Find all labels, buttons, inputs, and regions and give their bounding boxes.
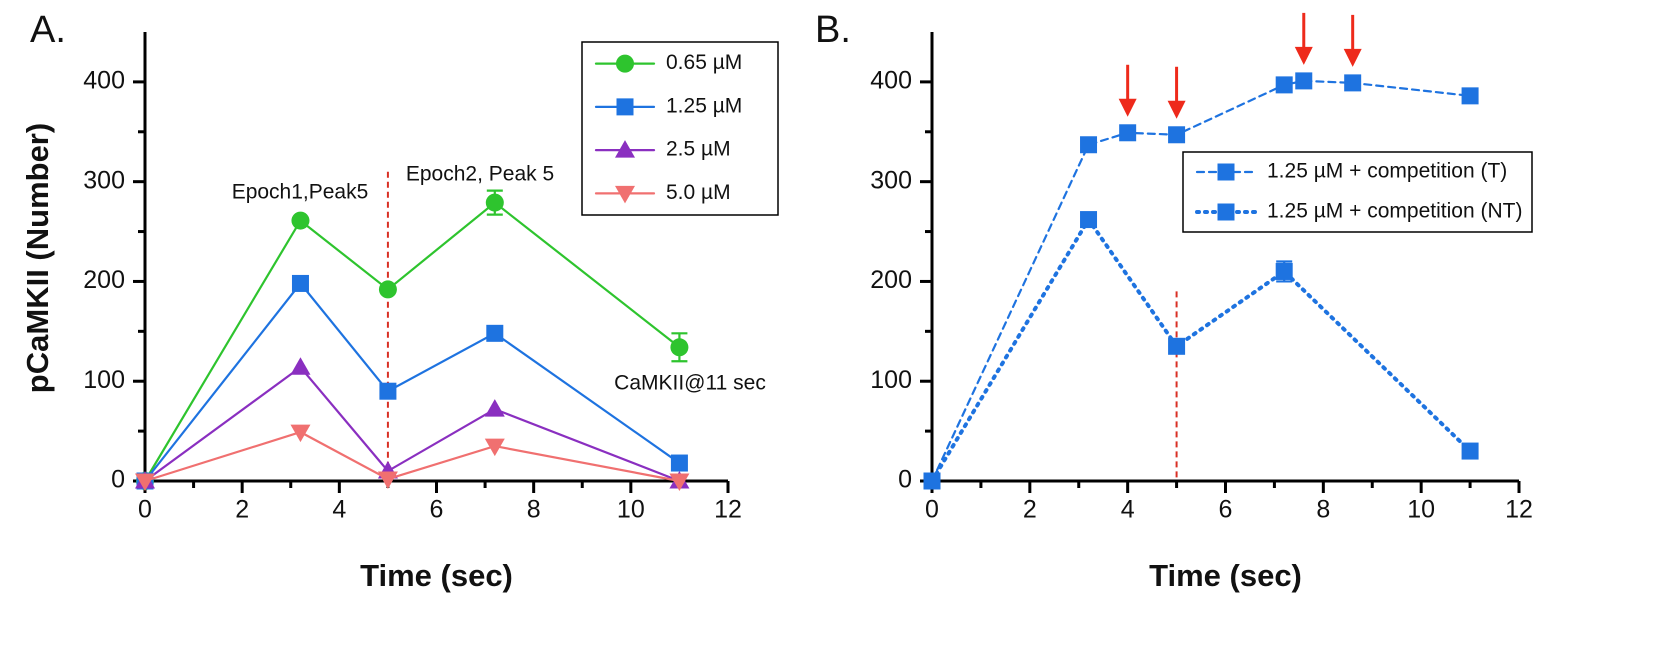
y-tick-label: 400 [870,66,912,94]
y-tick-label: 400 [83,66,125,94]
marker [616,54,634,73]
annotation: Epoch2, Peak 5 [406,163,554,186]
marker [1344,74,1362,92]
marker [615,185,635,204]
x-tick-label: 0 [925,496,939,524]
legend-box [1182,151,1533,233]
marker [1217,203,1235,221]
marker [1461,442,1479,460]
arrow [1343,14,1362,67]
series-line [143,201,681,483]
x-tick-label: 12 [1505,496,1533,524]
x-tick-label: 10 [1407,496,1435,524]
y-tick-label: 300 [870,166,912,194]
arrow-head [1167,100,1186,119]
marker [291,274,309,292]
marker [1080,211,1098,229]
y-tick-label: 200 [870,266,912,294]
legend-label: 0.65 µM [666,51,742,74]
y-tick-label: 0 [898,466,912,494]
annotation: CaMKII@11 sec [614,372,766,395]
legend-label: 1.25 µM [666,94,742,117]
arrow [1167,66,1186,119]
y-tick-label: 0 [111,466,125,494]
annotation: Epoch1,Peak5 [232,181,369,204]
marker [484,438,505,457]
legend-box [581,41,779,216]
x-tick-label: 6 [1219,496,1233,524]
arrow [1118,64,1137,117]
x-tick-label: 6 [430,496,444,524]
marker [1295,72,1313,90]
y-tick-label: 200 [83,266,125,294]
marker [290,424,311,443]
marker [290,357,311,375]
marker [1275,76,1293,94]
marker [923,472,941,490]
marker [1119,124,1137,142]
legend-label: 1.25 µM + competition (NT) [1267,200,1522,223]
x-tick-label: 0 [138,496,152,524]
marker [1168,337,1186,355]
x-tick-label: 2 [1023,496,1037,524]
marker [670,338,689,357]
y-tick-label: 300 [83,166,125,194]
marker [1168,126,1186,144]
legend-label: 2.5 µM [666,138,731,161]
x-tick-label: 8 [1316,496,1330,524]
x-tick-label: 12 [714,496,742,524]
marker [484,399,505,417]
panel-title: A. [30,9,66,51]
arrow [1294,12,1313,65]
x-tick-label: 4 [332,496,346,524]
y-tick-label: 100 [83,366,125,394]
series-line [930,79,1472,483]
marker [378,280,397,299]
marker [1080,136,1098,154]
panel-title: B. [815,9,851,51]
marker [670,454,688,472]
marker [291,211,310,230]
arrow-head [1118,98,1137,117]
marker [1275,262,1293,280]
series-line [143,365,681,483]
x-axis-label: Time (sec) [360,558,513,593]
x-tick-label: 8 [527,496,541,524]
marker [379,382,397,400]
marker [1217,163,1235,181]
arrow-head [1343,48,1362,67]
marker [486,324,504,342]
marker [135,473,155,491]
x-tick-label: 10 [617,496,645,524]
marker [669,473,690,491]
marker [1461,87,1479,105]
y-axis-label: pCaMKII (Number) [20,123,55,393]
x-tick-label: 2 [235,496,249,524]
legend-label: 5.0 µM [666,181,731,204]
marker [616,98,634,116]
x-axis-label: Time (sec) [1149,558,1302,593]
x-tick-label: 4 [1121,496,1135,524]
marker [615,140,635,158]
marker [377,471,398,490]
arrow-head [1294,46,1313,65]
series-line [930,215,1473,483]
y-tick-label: 100 [870,366,912,394]
legend-label: 1.25 µM + competition (T) [1267,160,1507,183]
series-line [143,281,681,483]
marker [485,193,504,212]
